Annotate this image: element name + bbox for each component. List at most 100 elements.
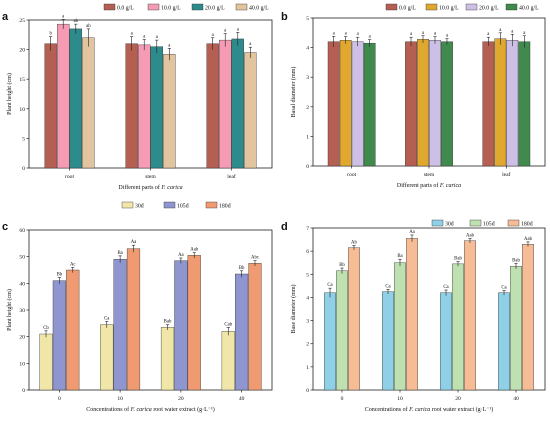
legend-entry: 105d <box>177 203 189 209</box>
significance-label: a <box>143 35 146 40</box>
y-tick-label: 0 <box>306 164 309 170</box>
significance-label: ab <box>86 24 91 29</box>
x-tick-label: 20 <box>178 396 184 402</box>
significance-label: Ca <box>327 283 333 288</box>
bar <box>417 39 429 167</box>
chart-panel-a: a 0 5 10 15 20 25 Plant height (cm) Different pa… <box>2 3 273 191</box>
y-tick-label: 5 <box>22 136 25 142</box>
bar <box>66 269 80 391</box>
significance-label: a <box>357 32 360 37</box>
bar <box>126 248 141 391</box>
bar <box>336 270 348 391</box>
significance-label: a <box>224 29 227 34</box>
significance-label: a <box>212 33 215 38</box>
significance-label: Aab <box>190 248 199 253</box>
bar <box>206 43 219 169</box>
bar <box>440 292 452 391</box>
significance-label: Bab <box>454 257 462 262</box>
legend-swatch <box>235 3 248 11</box>
legend-swatch <box>205 201 218 209</box>
y-axis-label: Plant height (cm) <box>6 73 13 115</box>
bar <box>482 41 495 167</box>
y-tick-label: 60 <box>19 228 25 234</box>
bar <box>363 42 376 167</box>
bar <box>100 324 114 391</box>
significance-label: Bab <box>164 320 172 325</box>
y-tick-label: 40 <box>19 281 25 287</box>
y-tick-label: 10 <box>19 361 25 367</box>
significance-label: ab <box>74 19 79 24</box>
significance-label: Ab <box>351 240 357 245</box>
legend-entry: 20.0 g/L <box>205 5 225 11</box>
x-tick-label: root <box>65 174 74 180</box>
bar <box>406 238 418 391</box>
y-tick-label: 50 <box>19 255 25 261</box>
legend: 0.0 g/L 10.0 g/L 20.0 g/L 40.0 g/L <box>385 3 539 11</box>
panel-letter-a: a <box>2 11 9 23</box>
x-tick-label: 20 <box>455 396 461 402</box>
significance-label: a <box>156 35 159 40</box>
x-tick-label: leaf <box>227 173 236 180</box>
significance-label: Bab <box>512 258 520 263</box>
bar <box>518 41 531 167</box>
y-tick-label: 3 <box>306 75 309 81</box>
legend-entry: 10.0 g/L <box>161 5 181 11</box>
legend-swatch <box>103 3 116 11</box>
legend-swatch <box>431 219 444 227</box>
significance-label: a <box>131 32 134 37</box>
bar <box>429 40 441 167</box>
x-axis-label: Different parts of F. carica <box>118 184 182 191</box>
bar <box>244 52 257 169</box>
bar <box>160 327 175 391</box>
significance-label: Cb <box>43 326 49 331</box>
legend: 30d 105d 180d <box>431 219 533 227</box>
y-tick-label: 4 <box>306 46 309 52</box>
legend-swatch <box>425 3 438 11</box>
significance-label: a <box>168 43 171 48</box>
x-axis-label: Concentrations of F. carica root water e… <box>365 406 494 413</box>
significance-label: Aa <box>178 253 184 258</box>
bar <box>52 280 66 391</box>
legend-swatch <box>191 3 204 11</box>
x-axis-label: Different parts of F. carica <box>397 182 461 189</box>
legend: 30d 105d 180d <box>121 201 231 209</box>
legend-entry: 0.0 g/L <box>399 5 416 11</box>
y-tick-label: 5 <box>306 272 309 278</box>
significance-label: Ba <box>397 254 403 259</box>
legend-entry: 30d <box>135 203 144 209</box>
bar <box>113 259 127 391</box>
y-tick-label: 2 <box>306 342 309 348</box>
significance-label: Bb <box>57 272 63 277</box>
significance-label: Aab <box>466 233 475 238</box>
significance-label: a <box>523 31 526 36</box>
legend-swatch <box>465 3 478 11</box>
legend-entry: 180d <box>219 203 231 209</box>
bar <box>235 273 249 391</box>
y-axis-label: Base diameter (mm) <box>290 285 297 334</box>
significance-label: Ca <box>104 316 110 321</box>
chart-panel-b: b 0 1 2 3 4 5 Basal diameter (mm) Different part… <box>281 3 546 189</box>
y-tick-label: 3 <box>306 319 309 325</box>
significance-label: Ba <box>117 251 123 256</box>
x-tick-label: stem <box>145 174 156 180</box>
legend-swatch <box>121 201 134 209</box>
legend-swatch <box>385 3 398 11</box>
bar <box>174 260 188 391</box>
significance-label: a <box>369 35 372 40</box>
legend-entry: 30d <box>445 221 454 227</box>
panel-letter-b: b <box>281 11 288 23</box>
bar <box>510 265 522 391</box>
bar <box>522 243 534 391</box>
x-tick-label: 0 <box>58 396 61 402</box>
legend-entry: 105d <box>483 221 495 227</box>
significance-label: a <box>499 28 502 33</box>
significance-label: a <box>446 34 449 39</box>
x-tick-label: root <box>347 172 356 178</box>
legend-swatch <box>163 201 176 209</box>
legend-entry: 10.0 g/L <box>439 5 459 11</box>
y-tick-label: 2 <box>306 105 309 111</box>
x-tick-label: 40 <box>239 396 245 402</box>
significance-label: Ca <box>385 284 391 289</box>
legend-entry: 20.0 g/L <box>479 5 499 11</box>
